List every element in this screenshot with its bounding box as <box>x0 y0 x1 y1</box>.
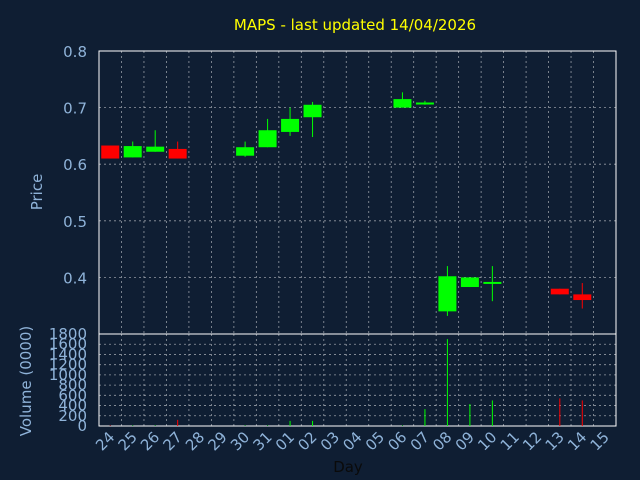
volume-y-tick-label: 1800 <box>49 325 87 343</box>
candle-body <box>483 281 502 284</box>
price-y-tick-label: 0.6 <box>63 156 87 174</box>
price-grid <box>99 50 617 334</box>
x-axis-label: Day <box>333 458 363 476</box>
volume-bars <box>109 339 583 426</box>
candle-body <box>460 277 479 288</box>
volume-y-tick-label: 800 <box>58 376 87 394</box>
volume-grid <box>99 333 617 427</box>
volume-y-tick-label: 0 <box>77 417 87 435</box>
candle-body <box>438 276 457 312</box>
price-y-tick-label: 0.7 <box>63 100 87 118</box>
volume-panel-frame <box>98 333 617 427</box>
candle-body <box>303 104 322 118</box>
candle-body <box>573 294 592 301</box>
candle-body <box>236 147 255 156</box>
candle-body <box>550 288 569 295</box>
volume-y-tick-label: 400 <box>58 397 87 415</box>
price-y-tick-label: 0.4 <box>63 269 87 287</box>
candle-body <box>281 118 300 132</box>
candle-body <box>258 130 277 148</box>
price-y-ticks: 0.8 0.7 0.6 0.5 0.4 <box>63 43 87 287</box>
price-y-tick-label: 0.5 <box>63 213 87 231</box>
candle-body <box>123 146 142 158</box>
price-panel-frame <box>98 50 617 335</box>
price-candles <box>101 92 592 316</box>
volume-y-tick-label: 1200 <box>49 356 87 374</box>
volume-axis-label: Volume (0000) <box>17 326 35 436</box>
x-ticks: 2425262728293031010203040506070809101112… <box>92 428 613 454</box>
x-tick-label: 15 <box>587 428 613 454</box>
price-axis-label: Price <box>28 174 46 211</box>
volume-y-tick-label: 1600 <box>49 335 87 353</box>
candle-body <box>393 99 412 108</box>
volume-y-tick-label: 600 <box>58 386 87 404</box>
volume-y-tick-label: 1000 <box>49 366 87 384</box>
candle-body <box>146 146 165 152</box>
candle-body <box>168 148 187 159</box>
volume-y-tick-label: 1400 <box>49 345 87 363</box>
candle-body <box>101 145 120 159</box>
candle-body <box>415 102 434 105</box>
price-y-tick-label: 0.8 <box>63 43 87 61</box>
chart-title: MAPS - last updated 14/04/2026 <box>234 16 476 34</box>
volume-y-tick-label: 200 <box>58 407 87 425</box>
